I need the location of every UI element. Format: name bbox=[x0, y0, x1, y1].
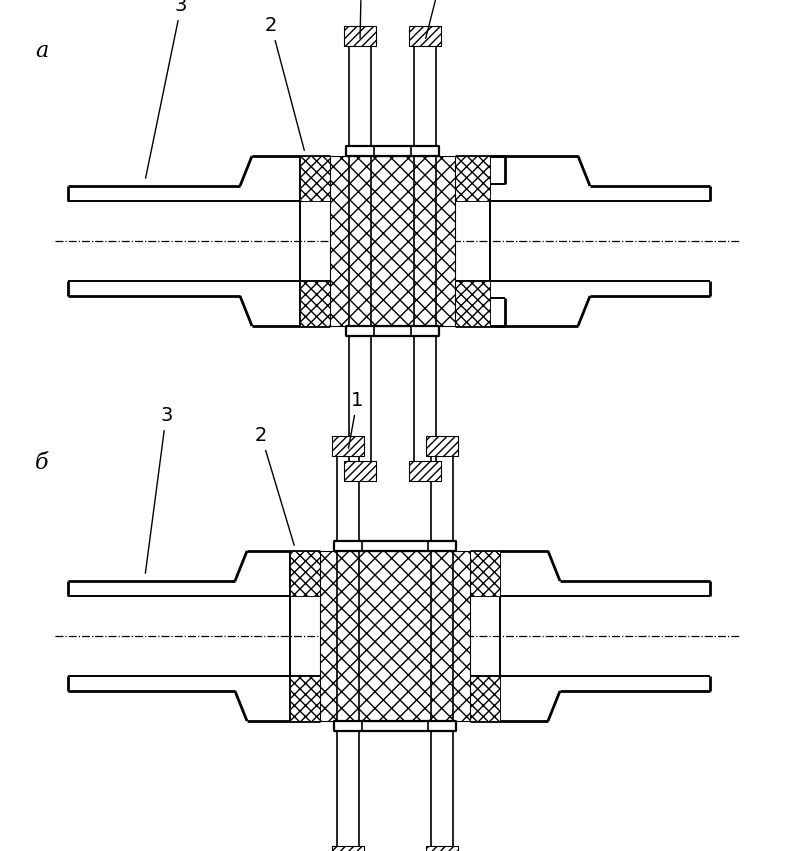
Text: a: a bbox=[36, 40, 48, 62]
Bar bbox=[344, 461, 376, 481]
Bar bbox=[411, 146, 439, 156]
Text: 1: 1 bbox=[355, 0, 367, 38]
Bar bbox=[409, 461, 441, 481]
Bar bbox=[290, 551, 320, 596]
Bar bbox=[428, 541, 456, 551]
Bar bbox=[455, 156, 490, 201]
Text: 3: 3 bbox=[146, 0, 187, 178]
Bar bbox=[470, 551, 500, 596]
Bar bbox=[346, 326, 374, 336]
Text: 1: 1 bbox=[348, 391, 363, 448]
Bar bbox=[334, 721, 362, 731]
Bar bbox=[300, 156, 330, 201]
Bar bbox=[344, 26, 376, 46]
Bar bbox=[300, 281, 330, 326]
Bar bbox=[426, 436, 458, 456]
Bar bbox=[470, 676, 500, 721]
Bar bbox=[455, 281, 490, 326]
Bar bbox=[409, 26, 441, 46]
Bar bbox=[334, 541, 362, 551]
Text: 4: 4 bbox=[426, 0, 446, 38]
Text: 3: 3 bbox=[145, 406, 172, 574]
Bar bbox=[346, 146, 374, 156]
Bar bbox=[426, 846, 458, 851]
Text: 2: 2 bbox=[265, 16, 305, 151]
Bar bbox=[320, 551, 470, 721]
Bar bbox=[411, 326, 439, 336]
Bar bbox=[330, 156, 455, 326]
Bar bbox=[332, 846, 364, 851]
Text: 2: 2 bbox=[255, 426, 294, 545]
Bar bbox=[428, 721, 456, 731]
Text: б: б bbox=[35, 452, 49, 474]
Bar bbox=[332, 436, 364, 456]
Bar bbox=[290, 676, 320, 721]
